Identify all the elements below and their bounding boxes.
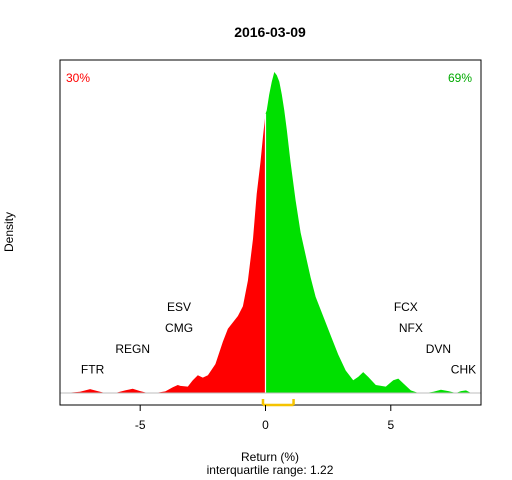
ticker-label: FTR: [81, 363, 105, 377]
density-area-negative: [65, 113, 266, 393]
iqr-caption: interquartile range: 1.22: [207, 463, 334, 477]
x-axis-label: Return (%): [241, 450, 299, 464]
ticker-label: NFX: [399, 321, 423, 335]
ticker-label: ESV: [167, 300, 191, 314]
x-tick-label: 5: [387, 418, 394, 432]
ticker-label: CHK: [451, 363, 476, 377]
ticker-label: CMG: [165, 321, 193, 335]
ticker-label: REGN: [115, 342, 150, 356]
density-area-positive: [265, 72, 471, 393]
y-axis-label: Density: [2, 212, 16, 252]
x-tick-label: -5: [135, 418, 146, 432]
chart-title: 2016-03-09: [234, 24, 306, 40]
ticker-label: FCX: [394, 300, 418, 314]
x-tick-label: 0: [262, 418, 269, 432]
ticker-label: DVN: [426, 342, 451, 356]
percent-positive-label: 69%: [448, 71, 472, 85]
percent-negative-label: 30%: [66, 71, 90, 85]
